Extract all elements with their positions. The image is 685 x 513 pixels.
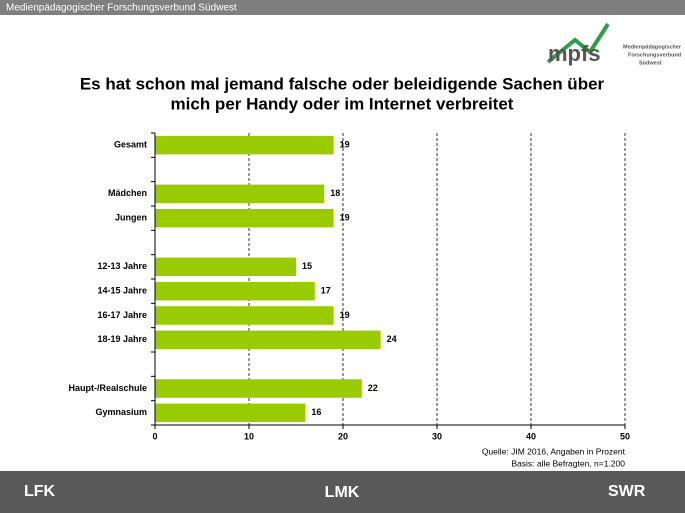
header-title: Medienpädagogischer Forschungsverbund Sü… bbox=[6, 3, 237, 14]
chart-title: Es hat schon mal jemand falsche oder bel… bbox=[80, 74, 605, 93]
y-tick-label: Gymnasium bbox=[95, 407, 147, 417]
source-note: Quelle: JIM 2016, Angaben in Prozent bbox=[482, 446, 626, 456]
value-label: 24 bbox=[387, 334, 397, 344]
value-label: 16 bbox=[311, 407, 321, 417]
x-tick-label: 50 bbox=[620, 431, 630, 441]
value-label: 19 bbox=[340, 140, 350, 150]
bar bbox=[155, 403, 306, 423]
bar bbox=[155, 135, 334, 155]
header-bar bbox=[0, 0, 685, 15]
value-label: 22 bbox=[368, 383, 378, 393]
x-tick-label: 20 bbox=[338, 431, 348, 441]
x-tick-label: 10 bbox=[244, 431, 254, 441]
logo-text: Südwest bbox=[639, 60, 662, 66]
bar bbox=[155, 306, 334, 325]
x-tick-label: 40 bbox=[526, 431, 536, 441]
footer-logo: LMK bbox=[325, 484, 360, 501]
logo-text: Medienpädagogischer bbox=[623, 44, 682, 50]
logo-swoosh bbox=[546, 22, 610, 64]
y-tick-label: Jungen bbox=[115, 213, 147, 223]
y-tick-label: Mädchen bbox=[108, 188, 147, 198]
value-label: 18 bbox=[330, 188, 340, 198]
bar bbox=[155, 208, 334, 228]
y-tick-label: 16-17 Jahre bbox=[97, 310, 147, 320]
x-tick-label: 30 bbox=[432, 431, 442, 441]
y-tick-label: 18-19 Jahre bbox=[97, 334, 147, 344]
source-note: Basis: alle Befragten, n=1.200 bbox=[511, 458, 625, 468]
bar bbox=[155, 281, 315, 301]
value-label: 15 bbox=[302, 261, 312, 271]
y-tick-label: Gesamt bbox=[114, 140, 147, 150]
footer-bar bbox=[0, 471, 685, 513]
chart-title: mich per Handy oder im Internet verbreit… bbox=[171, 94, 514, 113]
x-tick-label: 0 bbox=[152, 431, 157, 441]
logo-mark: mpfs bbox=[548, 41, 601, 66]
bar bbox=[155, 257, 296, 277]
logo-text: Forschungsverbund bbox=[628, 52, 681, 58]
y-tick-label: 12-13 Jahre bbox=[97, 261, 147, 271]
plot: 0 10 20 30 40 50 Gesamt 19 Mädchen 18 Jungen 19 12-1… bbox=[68, 132, 630, 441]
value-label: 17 bbox=[321, 286, 331, 296]
y-tick-label: 14-15 Jahre bbox=[97, 286, 147, 296]
bar bbox=[155, 330, 381, 350]
footer-logo: SWR bbox=[608, 483, 646, 500]
y-tick-label: Haupt-/Realschule bbox=[68, 383, 147, 393]
bar bbox=[155, 379, 362, 398]
value-label: 19 bbox=[340, 213, 350, 223]
bar bbox=[155, 184, 325, 204]
value-label: 19 bbox=[340, 310, 350, 320]
footer-logo: LFK bbox=[24, 483, 56, 500]
